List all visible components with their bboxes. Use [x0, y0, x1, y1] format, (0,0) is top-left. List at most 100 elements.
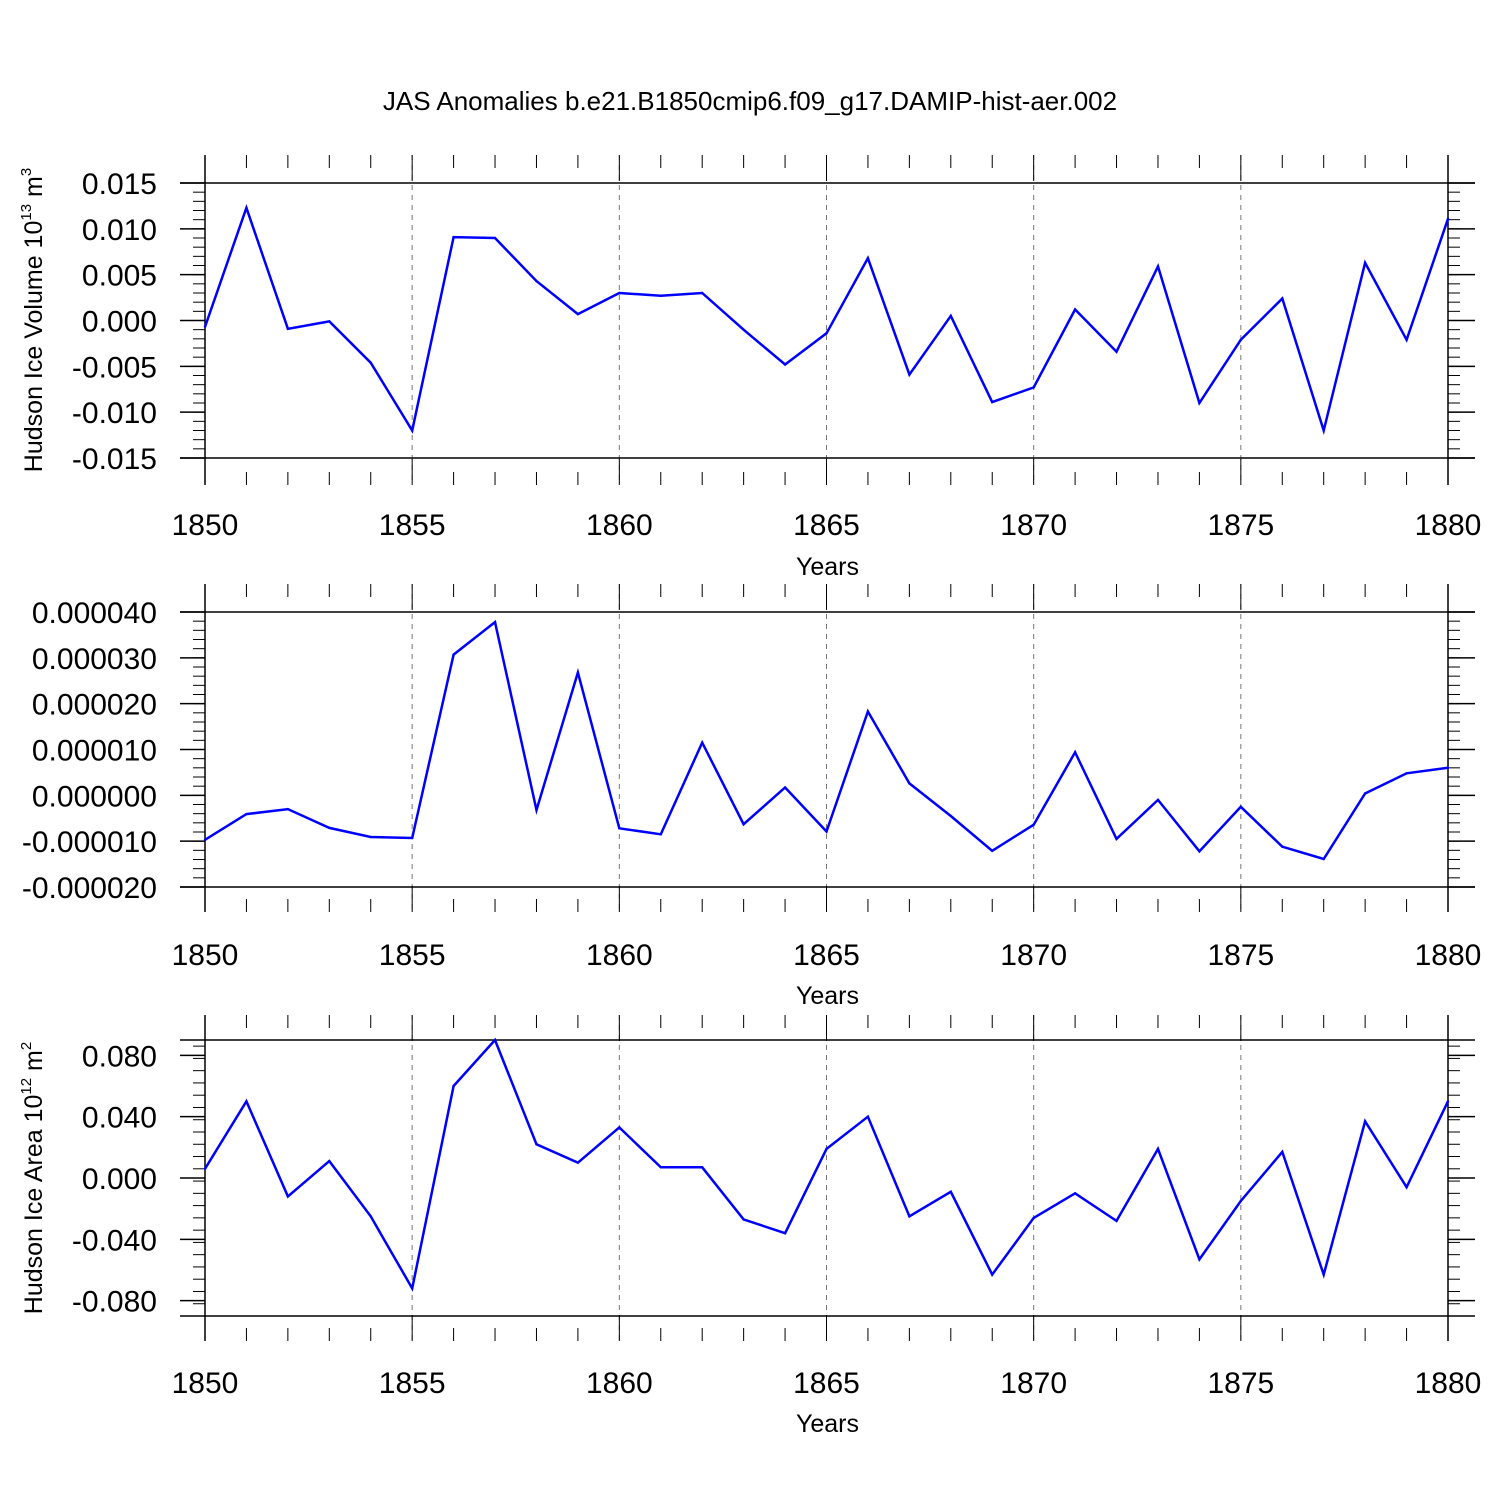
data-point — [1239, 805, 1243, 808]
data-point — [535, 808, 538, 812]
data-point — [452, 653, 455, 656]
x-tick-label: 1855 — [379, 939, 446, 972]
data-point — [1032, 1216, 1035, 1220]
data-point — [328, 826, 331, 830]
data-point — [245, 206, 248, 209]
x-axis-label: Years — [796, 553, 859, 581]
data-point — [410, 1287, 414, 1290]
data-point — [576, 1161, 580, 1164]
y-tick-label: 0.000 — [82, 306, 157, 339]
y-tick-label: -0.015 — [72, 443, 157, 476]
y-tick-label: -0.040 — [72, 1224, 157, 1257]
data-point — [701, 291, 704, 295]
data-point — [286, 807, 290, 811]
data-point — [369, 835, 372, 839]
data-point — [203, 838, 207, 841]
y-tick-label: -0.000010 — [22, 826, 157, 859]
y-tick-label: 0.040 — [82, 1102, 157, 1135]
x-tick-label: 1880 — [1415, 509, 1482, 542]
data-point — [742, 1218, 745, 1221]
panels: 1850 1855 1860 1865 1870 1875 1880 Years -0.015 -… — [18, 155, 1481, 1438]
y-tick-label: 0.000020 — [32, 689, 157, 722]
data-point — [659, 294, 662, 297]
data-point — [1198, 850, 1201, 853]
panel-area: 1850 1855 1860 1865 1870 1875 1880 Years -0.080 -… — [18, 1015, 1481, 1438]
x-tick-label: 1860 — [586, 939, 653, 972]
y-tick-label: -0.005 — [72, 351, 157, 384]
data-point — [825, 1147, 828, 1151]
data-point — [949, 1190, 952, 1194]
data-point — [245, 1100, 248, 1103]
data-point — [1032, 823, 1035, 826]
data-point — [203, 325, 207, 329]
data-point — [535, 279, 538, 283]
data-point — [949, 814, 952, 818]
x-tick-label: 1850 — [172, 939, 239, 972]
data-point — [1156, 1147, 1160, 1151]
x-tick-label: 1850 — [172, 509, 239, 542]
y-tick-label: 0.000 — [82, 1163, 157, 1196]
x-tick-label: 1880 — [1415, 1367, 1482, 1400]
x-tick-label: 1875 — [1207, 509, 1274, 542]
data-point — [493, 1038, 497, 1042]
data-point — [1281, 845, 1284, 848]
y-tick-label: 0.000030 — [32, 643, 157, 676]
data-point — [825, 830, 828, 833]
data-point — [328, 320, 331, 323]
data-point — [1073, 751, 1077, 754]
data-point — [1446, 766, 1450, 770]
y-tick-label: 0.000000 — [32, 780, 157, 813]
x-tick-label: 1870 — [1000, 939, 1067, 972]
data-point — [1239, 1199, 1243, 1203]
x-tick-label: 1865 — [793, 509, 860, 542]
panel-volume: 1850 1855 1860 1865 1870 1875 1880 Years -0.015 -… — [18, 155, 1481, 581]
data-point — [618, 1126, 621, 1129]
data-point — [203, 1167, 207, 1171]
y-tick-label: 0.000040 — [32, 597, 157, 630]
x-tick-label: 1870 — [1000, 1367, 1067, 1400]
data-point — [1281, 1150, 1284, 1154]
data-point — [1073, 308, 1077, 311]
data-point — [1322, 1273, 1325, 1276]
data-point — [742, 823, 745, 826]
data-point — [1446, 217, 1450, 220]
data-point — [825, 332, 828, 335]
data-point — [245, 812, 248, 816]
data-point — [328, 1159, 331, 1163]
y-tick-label: -0.010 — [72, 397, 157, 430]
panel-middle: 1850 1855 1860 1865 1870 1875 1880 Years -0.0000… — [22, 584, 1481, 1010]
x-tick-label: 1865 — [793, 939, 860, 972]
x-tick-label: 1865 — [793, 1367, 860, 1400]
data-point — [1115, 350, 1118, 353]
data-point — [908, 782, 911, 785]
data-point — [1405, 338, 1408, 341]
data-point — [659, 833, 662, 836]
data-point — [742, 328, 745, 331]
data-point — [1239, 338, 1243, 341]
data-point — [410, 429, 414, 432]
data-point — [1446, 1100, 1450, 1103]
data-point — [452, 235, 455, 239]
x-tick-label: 1850 — [172, 1367, 239, 1400]
data-point — [369, 1215, 372, 1218]
data-point — [1198, 401, 1201, 405]
data-point — [1073, 1192, 1077, 1195]
y-tick-label: 0.080 — [82, 1040, 157, 1073]
data-point — [783, 786, 787, 789]
y-tick-label: -0.000020 — [22, 872, 157, 905]
data-point — [493, 236, 497, 240]
data-point — [452, 1084, 455, 1088]
data-point — [1322, 429, 1325, 432]
x-tick-label: 1875 — [1207, 939, 1274, 972]
data-point — [1322, 857, 1325, 861]
y-tick-label: 0.000010 — [32, 735, 157, 768]
data-point — [866, 710, 870, 713]
y-axis-label: Hudson Ice Area 1012 m2 — [18, 1042, 48, 1314]
y-tick-label: -0.080 — [72, 1286, 157, 1319]
data-point — [576, 312, 580, 316]
data-point — [783, 1232, 787, 1235]
data-point — [410, 836, 414, 840]
data-point — [286, 1195, 290, 1198]
y-tick-label: 0.005 — [82, 260, 157, 293]
